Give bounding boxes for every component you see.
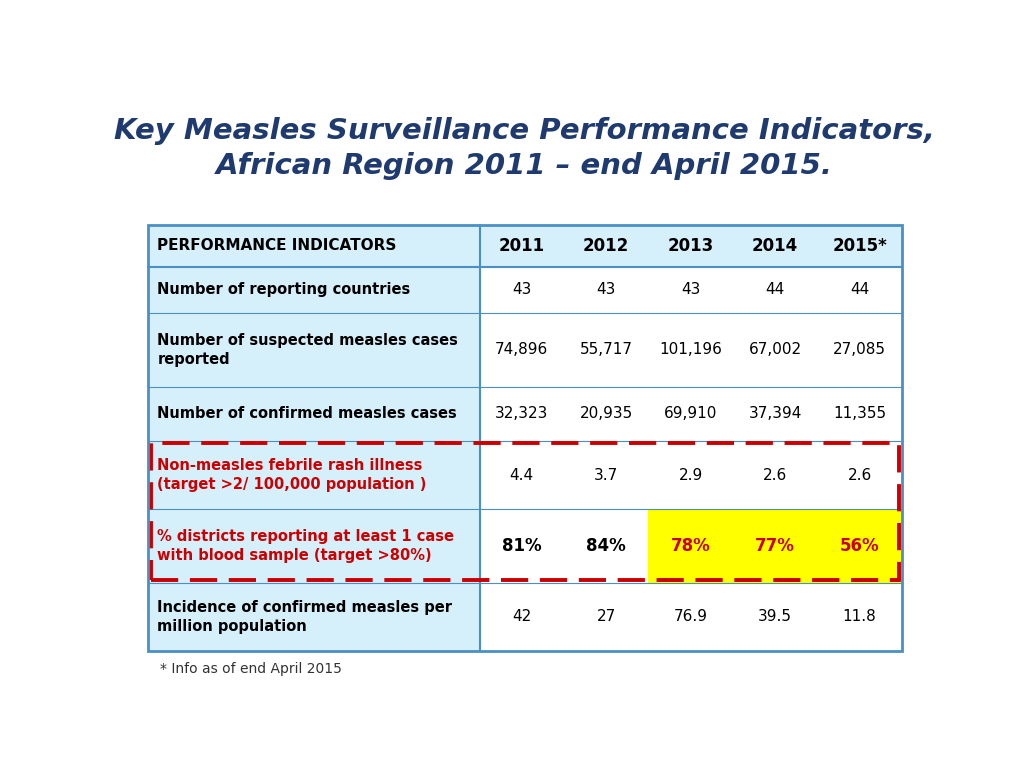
Text: 2.6: 2.6 [848,468,871,482]
Text: 2015*: 2015* [833,237,887,255]
Text: 55,717: 55,717 [580,343,633,357]
Bar [817,509,902,583]
Text: 20,935: 20,935 [580,406,633,422]
Text: 43: 43 [681,283,700,297]
Text: 2.9: 2.9 [679,468,702,482]
Text: 11.8: 11.8 [843,610,877,624]
Text: 43: 43 [597,283,615,297]
Text: 44: 44 [850,283,869,297]
Text: 43: 43 [512,283,531,297]
Text: 32,323: 32,323 [495,406,549,422]
Text: 39.5: 39.5 [758,610,793,624]
Bar [151,443,899,581]
Text: 2.6: 2.6 [763,468,787,482]
Text: 2013: 2013 [668,237,714,255]
Text: 69,910: 69,910 [664,406,718,422]
Text: Number of suspected measles cases
reported: Number of suspected measles cases report… [158,333,458,367]
Text: Number of reporting countries: Number of reporting countries [158,283,411,297]
Text: 67,002: 67,002 [749,343,802,357]
Text: 2012: 2012 [583,237,630,255]
Text: 44: 44 [766,283,784,297]
Text: 81%: 81% [502,537,542,555]
Text: Incidence of confirmed measles per
million population: Incidence of confirmed measles per milli… [158,600,453,634]
Text: 37,394: 37,394 [749,406,802,422]
Text: 101,196: 101,196 [659,343,722,357]
Bar [147,225,902,651]
Bar [147,225,902,266]
Text: African Region 2011 – end April 2015.: African Region 2011 – end April 2015. [216,152,834,180]
Bar [479,225,902,651]
Text: 2011: 2011 [499,237,545,255]
Bar [733,509,817,583]
Text: 3.7: 3.7 [594,468,618,482]
Text: 27,085: 27,085 [834,343,886,357]
Bar [648,509,733,583]
Text: Non-measles febrile rash illness
(target >2/ 100,000 population ): Non-measles febrile rash illness (target… [158,458,427,492]
Text: PERFORMANCE INDICATORS: PERFORMANCE INDICATORS [158,238,396,253]
Text: 74,896: 74,896 [496,343,549,357]
Text: 4.4: 4.4 [510,468,534,482]
Bar [147,225,479,651]
Text: 76.9: 76.9 [674,610,708,624]
Text: 56%: 56% [840,537,880,555]
Text: Key Measles Surveillance Performance Indicators,: Key Measles Surveillance Performance Ind… [115,117,935,144]
Text: % districts reporting at least 1 case
with blood sample (target >80%): % districts reporting at least 1 case wi… [158,529,455,563]
Text: * Info as of end April 2015: * Info as of end April 2015 [160,662,342,676]
Text: 2014: 2014 [752,237,799,255]
Text: 42: 42 [512,610,531,624]
Text: 11,355: 11,355 [833,406,886,422]
Text: 84%: 84% [587,537,626,555]
Text: Number of confirmed measles cases: Number of confirmed measles cases [158,406,457,422]
Text: 77%: 77% [755,537,795,555]
Text: 27: 27 [597,610,615,624]
Text: 78%: 78% [671,537,711,555]
